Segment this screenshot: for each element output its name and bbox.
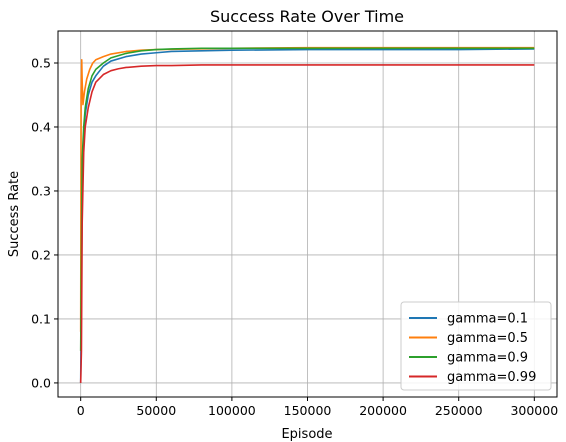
grid xyxy=(58,31,557,397)
x-axis-label: Episode xyxy=(281,427,332,442)
y-tick-label: 0.2 xyxy=(31,247,51,262)
legend: gamma=0.1 gamma=0.5 gamma=0.9 gamma=0.99 xyxy=(400,301,552,391)
y-tick-label: 0.0 xyxy=(31,375,51,390)
x-tick-label: 50000 xyxy=(136,403,176,418)
x-tick-label: 0 xyxy=(77,403,85,418)
legend-box xyxy=(400,301,552,391)
series-line-4 xyxy=(79,64,535,383)
legend-label: gamma=0.99 xyxy=(447,370,536,385)
x-axis-ticks: 0 50000 100000 150000 200000 250000 300000 xyxy=(77,397,558,418)
x-tick-label: 200000 xyxy=(359,403,407,418)
legend-label: gamma=0.1 xyxy=(447,312,528,327)
y-tick-label: 0.3 xyxy=(31,183,51,198)
y-axis-label: Success Rate xyxy=(7,171,22,257)
x-tick-label: 150000 xyxy=(284,403,332,418)
series-lines xyxy=(79,46,535,383)
y-tick-label: 0.1 xyxy=(31,311,51,326)
y-axis-ticks: 0.0 0.1 0.2 0.3 0.4 0.5 xyxy=(31,55,58,390)
series-line-3 xyxy=(79,47,535,351)
x-tick-label: 250000 xyxy=(435,403,483,418)
legend-label: gamma=0.9 xyxy=(447,351,528,366)
y-tick-label: 0.4 xyxy=(31,119,51,134)
x-tick-label: 300000 xyxy=(510,403,558,418)
chart-title: Success Rate Over Time xyxy=(210,7,404,26)
x-tick-label: 100000 xyxy=(208,403,256,418)
legend-label: gamma=0.5 xyxy=(447,331,528,346)
y-tick-label: 0.5 xyxy=(31,55,51,70)
